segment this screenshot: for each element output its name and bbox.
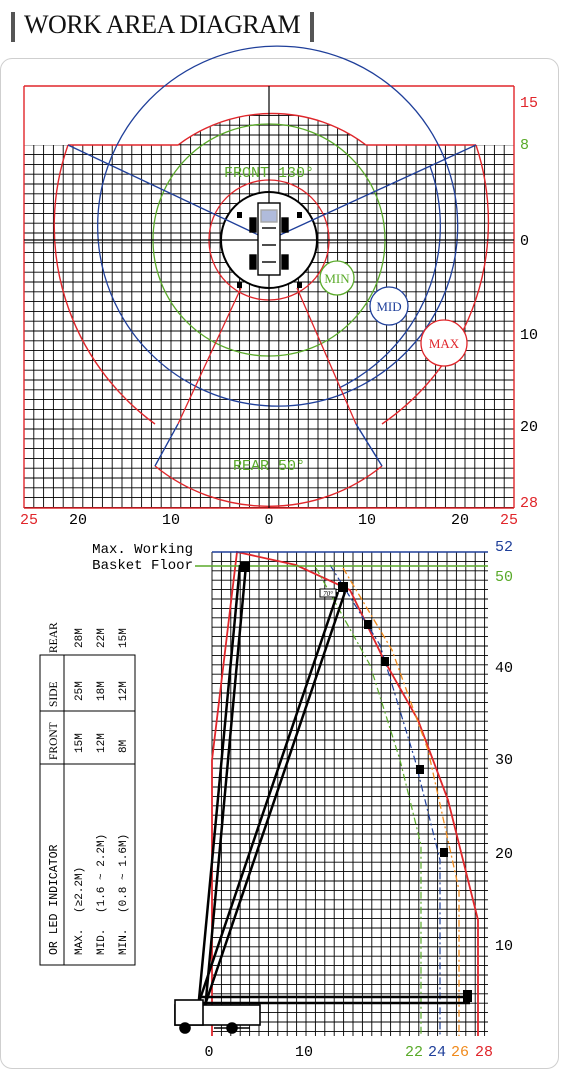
sector-lines [67, 144, 477, 467]
bscale-10-right: 10 [358, 512, 376, 529]
min-ring-label: MIN [324, 271, 350, 286]
outrigger-pads [237, 212, 302, 288]
scale-20: 20 [520, 419, 538, 436]
plan-bottom-scale: 25 20 10 0 10 20 25 [20, 512, 518, 529]
truck-top-view [249, 202, 289, 276]
title-bar-left [11, 12, 15, 42]
ring-legend: MIN MID MAX [319, 260, 468, 367]
bscale-20-left: 20 [69, 512, 87, 529]
mid-ring [97, 45, 459, 407]
diagram-frame [0, 58, 559, 1069]
front-angle-label: FRONT 130° [224, 165, 314, 182]
title-bar-right [310, 12, 314, 42]
header: WORK AREA DIAGRAM [0, 0, 561, 56]
bscale-10-left: 10 [162, 512, 180, 529]
bscale-25-right: 25 [500, 512, 518, 529]
bscale-20-right: 20 [451, 512, 469, 529]
scale-0: 0 [520, 233, 529, 250]
max-ring-label: MAX [429, 336, 460, 351]
scale-15: 15 [520, 95, 538, 112]
mid-ring-label: MID [376, 299, 401, 314]
page-title: WORK AREA DIAGRAM [24, 10, 301, 39]
bscale-0: 0 [264, 512, 273, 529]
rear-angle-label: REAR 50° [233, 458, 305, 475]
plan-right-scale: 15 8 0 10 20 28 [520, 95, 538, 512]
scale-8: 8 [520, 137, 529, 154]
scale-28: 28 [520, 495, 538, 512]
plan-view-diagram: FRONT 130° REAR 50° MIN MID MAX 15 8 0 1… [20, 45, 538, 529]
bscale-25-left: 25 [20, 512, 38, 529]
scale-10: 10 [520, 327, 538, 344]
